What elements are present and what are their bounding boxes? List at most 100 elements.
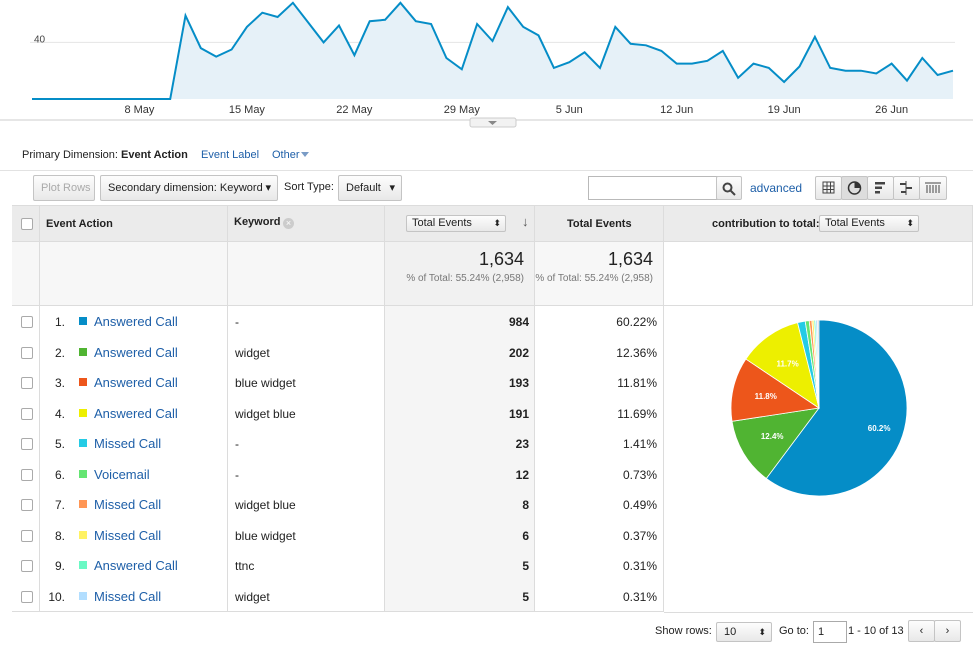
x-tick-label: 29 May <box>444 104 481 116</box>
remove-icon[interactable]: × <box>283 218 294 229</box>
pie-slice <box>765 319 908 497</box>
page-range: 1 - 10 of 13 <box>848 625 904 637</box>
total-note: % of Total: 55.24% (2,958) <box>406 273 524 284</box>
dimension-option[interactable]: Event Label <box>201 149 260 161</box>
view-pivot[interactable] <box>919 176 947 200</box>
pie-slice <box>745 322 820 409</box>
goto-input[interactable]: 1 <box>813 621 847 643</box>
view-performance[interactable] <box>867 176 894 200</box>
row-index: 10. <box>48 589 65 604</box>
checkbox[interactable] <box>21 560 33 572</box>
totals-cell <box>12 242 40 306</box>
event-action-link[interactable]: Answered Call <box>94 558 178 573</box>
next-page[interactable]: › <box>934 620 961 642</box>
table-cell <box>12 489 40 521</box>
event-action-link[interactable]: Missed Call <box>94 436 162 451</box>
line-chart: 40 8 May 15 May 22 May 29 May 5 Jun 12 Jun 19 J… <box>0 1 973 128</box>
show-rows-label: Show rows: <box>655 625 712 637</box>
table-cell <box>385 336 535 368</box>
sort-select[interactable]: Default ▾ <box>338 175 402 201</box>
total-note: % of Total: 55.24% (2,958) <box>535 273 653 284</box>
event-percent: 60.22% <box>616 315 657 329</box>
primary-dimension-label: Primary Dimension: <box>22 149 118 161</box>
current-dimension: Event Action <box>121 149 188 161</box>
checkbox[interactable] <box>21 529 33 542</box>
event-action-link[interactable]: Answered Call <box>94 405 178 421</box>
search-button[interactable] <box>716 176 742 200</box>
prev-page[interactable]: ‹ <box>908 620 935 642</box>
metric-select[interactable]: Total Events ⬍ <box>406 215 506 232</box>
keyword: widget blue <box>235 498 296 512</box>
keyword: blue widget <box>235 376 296 390</box>
event-action-link[interactable]: Answered Call <box>94 344 178 360</box>
event-count: 984 <box>508 315 529 329</box>
select-text: Secondary dimension: Keyword <box>108 182 263 194</box>
table-cell <box>228 550 385 582</box>
contribution-label: contribution to total: <box>712 218 820 230</box>
checkbox[interactable] <box>21 407 33 420</box>
keyword: ttnc <box>235 559 255 573</box>
checkbox[interactable] <box>21 438 33 450</box>
rows-select[interactable]: 10 ⬍ <box>716 622 772 642</box>
view-switcher <box>815 176 947 200</box>
search-input[interactable] <box>588 176 718 200</box>
keyword: widget <box>235 589 270 604</box>
table-cell <box>535 336 664 368</box>
checkbox[interactable] <box>21 499 33 511</box>
event-action-link[interactable]: Missed Call <box>94 497 162 512</box>
table-cell <box>40 489 228 521</box>
event-action-link[interactable]: Answered Call <box>94 314 178 329</box>
table-cell <box>385 519 535 551</box>
event-percent: 0.37% <box>622 528 657 543</box>
table-cell <box>535 519 664 551</box>
event-percent: 0.49% <box>622 498 657 512</box>
total-value: 1,634 <box>478 249 524 269</box>
dimension-option[interactable]: Other <box>272 149 300 161</box>
column-header: Event Action <box>46 218 113 230</box>
sort-arrow[interactable]: ↓ <box>522 214 529 229</box>
row-index: 6. <box>54 467 65 482</box>
legend-swatch <box>79 317 87 325</box>
keyword: widget <box>235 345 270 360</box>
checkbox[interactable] <box>21 346 33 359</box>
advanced-link[interactable]: advanced <box>750 181 803 195</box>
keyword: - <box>235 467 239 482</box>
column-header: Total Events <box>567 218 632 230</box>
table-cell <box>228 367 385 399</box>
checkbox[interactable] <box>21 316 33 328</box>
row-index: 8. <box>54 528 65 543</box>
y-tick-label: 40 <box>34 34 46 45</box>
table-cell <box>228 397 385 429</box>
secondary-dimension-select[interactable]: Secondary dimension: Keyword ▾ <box>100 175 278 201</box>
event-count: 5 <box>522 559 529 573</box>
checkbox[interactable] <box>21 218 33 230</box>
keyword: widget blue <box>235 406 296 421</box>
row-index: 1. <box>54 315 65 329</box>
keyword: - <box>235 437 239 451</box>
totals-cell <box>228 242 385 306</box>
event-action-link[interactable]: Missed Call <box>94 588 162 604</box>
event-action-link[interactable]: Voicemail <box>94 466 150 482</box>
view-table[interactable] <box>815 176 842 200</box>
event-percent: 1.41% <box>622 437 657 451</box>
checkbox[interactable] <box>21 590 33 603</box>
header-cell <box>40 205 228 242</box>
row-index: 3. <box>54 376 65 390</box>
select-text: Default <box>346 182 381 194</box>
select-arrow: ⬍ <box>906 218 914 228</box>
keyword: blue widget <box>235 528 296 543</box>
checkbox[interactable] <box>21 377 33 389</box>
table-cell <box>385 489 535 521</box>
legend-swatch <box>79 347 87 356</box>
row-index: 9. <box>54 559 65 573</box>
x-tick-label: 19 Jun <box>768 104 801 116</box>
header-cell <box>12 205 40 242</box>
event-action-link[interactable]: Missed Call <box>94 527 162 543</box>
contribution-select[interactable]: Total Events ⬍ <box>819 215 919 232</box>
table-cell <box>40 367 228 399</box>
pie-slice <box>730 358 821 422</box>
checkbox[interactable] <box>21 468 33 481</box>
x-tick-label: 22 May <box>336 104 373 116</box>
plot-rows-button[interactable]: Plot Rows <box>33 175 95 201</box>
event-action-link[interactable]: Answered Call <box>94 375 178 390</box>
